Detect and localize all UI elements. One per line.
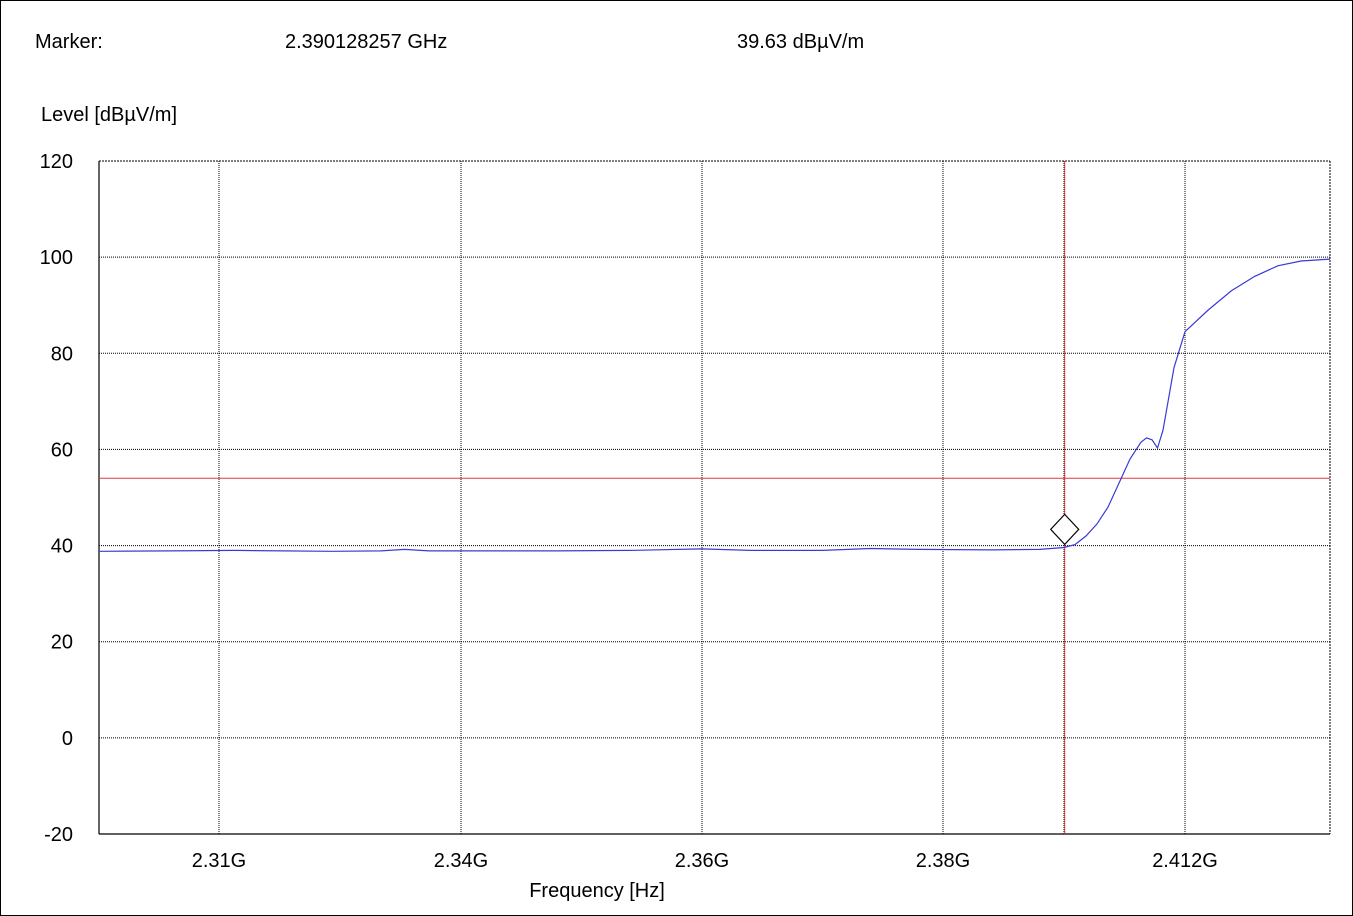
y-tick-label: 100 bbox=[40, 247, 73, 269]
x-axis-label: Frequency [Hz] bbox=[529, 880, 665, 902]
y-tick-label: 80 bbox=[51, 343, 73, 365]
y-tick-label: 0 bbox=[62, 728, 73, 750]
marker-label: Marker: bbox=[35, 31, 103, 53]
x-tick-label: 2.412G bbox=[1152, 850, 1218, 872]
y-tick-label: -20 bbox=[44, 824, 73, 846]
x-tick-label: 2.36G bbox=[675, 850, 729, 872]
marker-level: 39.63 dBµV/m bbox=[737, 31, 865, 53]
y-tick-label: 20 bbox=[51, 632, 73, 654]
series-line bbox=[98, 258, 1331, 552]
marker-frequency: 2.390128257 GHz bbox=[285, 31, 448, 53]
x-tick-label: 2.31G bbox=[192, 850, 246, 872]
x-tick-label: 2.34G bbox=[434, 850, 488, 872]
y-tick-label: 40 bbox=[51, 536, 73, 558]
y-tick-label: 120 bbox=[40, 151, 73, 173]
marker-diamond bbox=[1049, 513, 1080, 546]
y-axis-label: Level [dBµV/m] bbox=[41, 104, 178, 126]
x-tick-label: 2.38G bbox=[916, 850, 970, 872]
y-tick-label: 60 bbox=[51, 439, 73, 461]
